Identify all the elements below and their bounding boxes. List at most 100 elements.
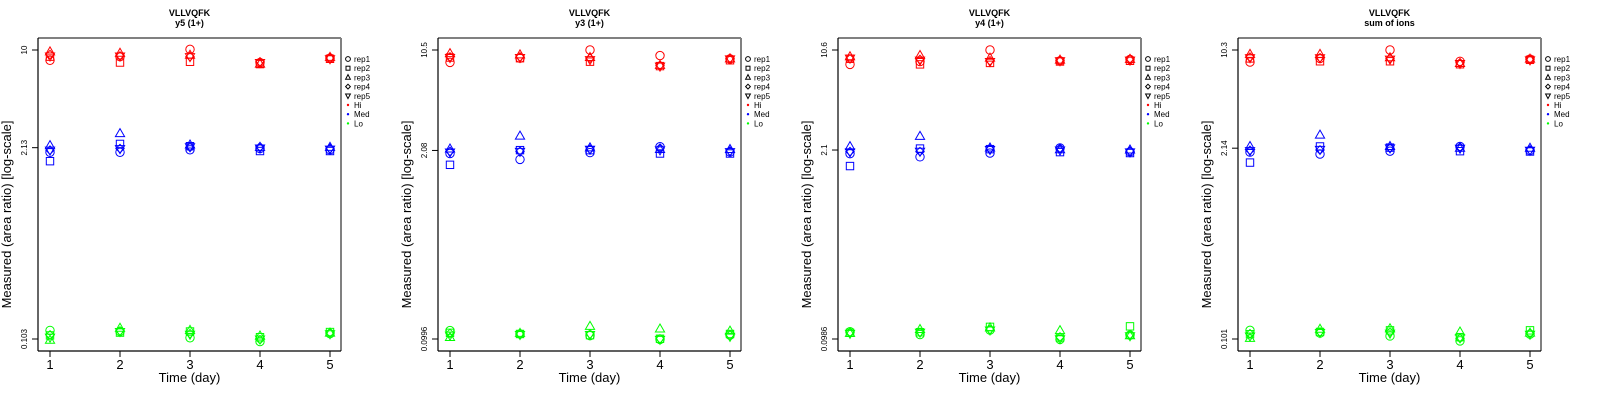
x-axis-label: Time (day)	[159, 370, 221, 385]
data-point-med-rep3-day2	[114, 127, 126, 138]
legend-dot-hi-icon	[746, 103, 750, 107]
x-tick-label: 2	[1316, 357, 1323, 372]
data-point-lo-rep5-day4	[1054, 335, 1066, 345]
legend-dot-med-icon	[1146, 113, 1150, 116]
chart-panel-1: VLLVQFK y5 (1+) 10 2.13 0.103 1 2 3 4 5 Time (day)…	[0, 0, 400, 400]
x-tick-label: 3	[586, 357, 593, 372]
data-point-hi-rep5-day3	[184, 53, 196, 63]
legend-label: Med	[1554, 110, 1570, 119]
data-point-hi-rep5-day5	[324, 55, 336, 65]
data-point-lo-rep5-day4	[654, 335, 666, 346]
y-tick-label: 2.08	[420, 142, 429, 158]
legend-symbol-rep3	[344, 73, 352, 80]
x-tick-label: 3	[986, 357, 993, 372]
data-point-lo-rep3-day2	[114, 322, 126, 332]
data-point-lo-rep3-day1	[44, 334, 56, 344]
x-tick-label: 2	[516, 357, 523, 372]
y-tick-label: 0.0996	[420, 326, 429, 351]
x-tick-label: 3	[1386, 357, 1393, 372]
data-point-med-rep4-day1	[445, 146, 455, 157]
data-point-hi-rep5-day4	[654, 62, 666, 73]
data-point-med-rep2-day1	[45, 156, 55, 166]
legend-label: rep1	[1154, 55, 1171, 64]
data-point-lo-rep4-day3	[985, 324, 995, 335]
inverted-triangle-icon	[744, 93, 752, 100]
x-tick-label: 5	[1126, 357, 1133, 372]
data-point-med-rep3-day1	[44, 139, 56, 150]
legend-symbol-rep2	[1145, 65, 1151, 71]
data-point-med-rep1-day3	[985, 148, 995, 158]
legend-label: rep2	[754, 64, 771, 73]
legend-label: rep1	[1554, 55, 1571, 64]
data-point-lo-rep4-day1	[1245, 328, 1255, 339]
legend-symbol-rep2	[345, 65, 351, 71]
circle-icon	[345, 56, 351, 62]
legend-label: rep3	[1154, 73, 1171, 82]
data-point-med-rep4-day5	[1525, 145, 1535, 155]
data-point-lo-rep5-day5	[1524, 330, 1536, 341]
legend-symbol-rep1	[345, 56, 351, 62]
data-point-hi-rep4-day1	[1245, 52, 1255, 62]
series-hi	[44, 44, 336, 69]
data-point-hi-rep4-day3	[1385, 53, 1395, 64]
square-icon	[1145, 65, 1151, 71]
data-point-med-rep2-day1	[1245, 158, 1255, 167]
data-point-lo-rep3-day2	[1314, 323, 1326, 333]
data-point-lo-rep5-day3	[584, 331, 596, 341]
chart-panel-2: VLLVQFK y3 (1+) 10.5 2.08 0.0996 1 2 3 4 5 Time (d…	[400, 0, 800, 400]
chart-subtitle: y4 (1+)	[975, 18, 1004, 28]
legend-symbol-rep4	[344, 83, 352, 90]
y-tick-label: 2.13	[20, 139, 29, 155]
data-point-med-rep3-day2	[914, 130, 926, 140]
data-point-hi-rep5-day5	[1524, 56, 1536, 66]
data-point-med-rep5-day5	[1524, 146, 1536, 157]
y-axis-label: Measured (area ratio) [log-scale]	[1200, 121, 1214, 309]
series-med	[844, 130, 1136, 171]
x-tick-label: 5	[726, 357, 733, 372]
chart-title: VLLVQFK	[169, 8, 211, 18]
data-point-lo-rep3-day2	[914, 323, 926, 333]
data-point-lo-rep3-day4	[654, 323, 666, 333]
series-lo	[844, 321, 1136, 345]
legend-label: Lo	[1554, 119, 1563, 128]
data-point-hi-rep3-day2	[914, 49, 926, 59]
data-point-lo-rep2-day5	[1125, 322, 1135, 331]
data-point-med-rep5-day3	[584, 145, 596, 156]
series-med	[1244, 129, 1536, 167]
data-point-med-rep5-day1	[44, 146, 56, 157]
data-point-hi-rep4-day2	[915, 54, 925, 65]
data-point-med-rep1-day1	[45, 147, 55, 157]
x-axis-label: Time (day)	[959, 370, 1021, 385]
legend-label: rep4	[1154, 83, 1171, 92]
data-point-med-rep3-day2	[1314, 129, 1326, 139]
data-point-hi-rep4-day4	[1455, 57, 1465, 68]
legend-label: rep2	[1154, 64, 1171, 73]
x-tick-label: 4	[1056, 357, 1063, 372]
series-med	[44, 127, 336, 166]
data-point-med-rep2-day1	[445, 160, 455, 170]
data-point-hi-rep3-day3	[984, 52, 996, 62]
data-point-med-rep3-day1	[844, 140, 856, 151]
legend-symbol-rep5	[1144, 93, 1152, 100]
y-axis-label: Measured (area ratio) [log-scale]	[0, 121, 14, 309]
data-point-med-rep5-day4	[1054, 146, 1066, 157]
y-tick-label: 2.14	[1220, 140, 1229, 156]
data-point-hi-rep4-day5	[325, 53, 335, 63]
data-point-med-rep5-day5	[324, 145, 336, 156]
data-point-lo-rep4-day3	[585, 329, 595, 339]
y-tick-label: 10.6	[820, 42, 829, 58]
data-point-lo-rep1-day4	[255, 336, 265, 347]
data-point-hi-rep3-day2	[514, 48, 526, 59]
legend-symbol-rep5	[344, 93, 352, 100]
legend-symbol-rep1	[1145, 56, 1151, 62]
data-point-lo-rep5-day3	[1384, 329, 1396, 340]
inverted-triangle-icon	[1544, 93, 1552, 100]
legend-label: rep4	[354, 83, 371, 92]
legend-dot-med-icon	[746, 113, 750, 116]
legend-symbol-rep3	[1144, 73, 1152, 80]
data-point-hi-rep5-day2	[514, 54, 526, 64]
data-point-hi-rep4-day2	[515, 51, 525, 62]
data-point-med-rep3-day3	[1384, 140, 1396, 150]
